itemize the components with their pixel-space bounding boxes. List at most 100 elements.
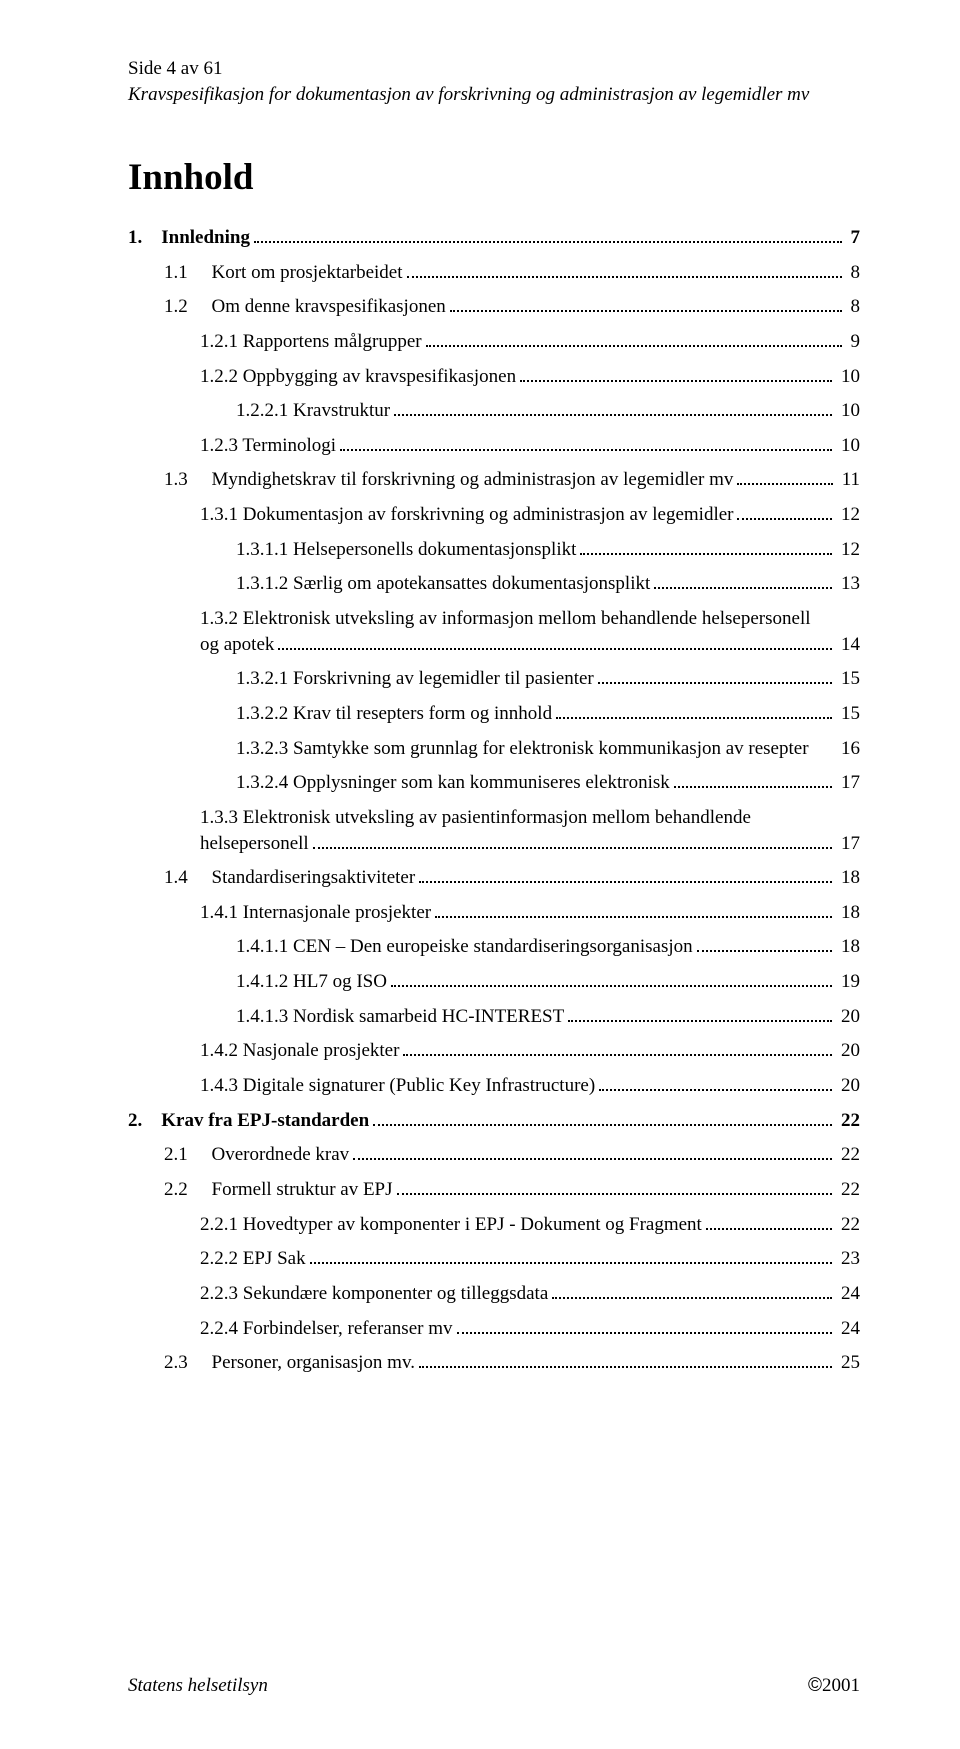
toc-entry-label: 1.2.1 Rapportens målgrupper	[200, 329, 422, 355]
footer-organization: Statens helsetilsyn	[128, 1675, 268, 1697]
toc-entry-label: 1.4 Standardiseringsaktiviteter	[164, 865, 415, 891]
toc-entry-label: 1.4.1.1 CEN – Den europeiske standardise…	[236, 934, 693, 960]
toc-entry-page: 22	[836, 1177, 860, 1203]
toc-leader-dots	[403, 1054, 832, 1056]
toc-entry-page: 9	[846, 329, 860, 355]
toc-entry: 2.1 Overordnede krav 22	[128, 1142, 860, 1168]
toc-entry-label-cont: og apotek	[200, 632, 274, 658]
toc-leader-dots	[737, 483, 833, 485]
toc-entry: 2.2.2 EPJ Sak 23	[128, 1246, 860, 1272]
toc-entry-label: 1.2.2 Oppbygging av kravspesifikasjonen	[200, 364, 516, 390]
toc-entry-page: 12	[836, 537, 860, 563]
toc-entry-page: 17	[836, 770, 860, 796]
toc-leader-dots	[599, 1089, 832, 1091]
toc-entry: 1.3.2.4 Opplysninger som kan kommunisere…	[128, 770, 860, 796]
toc-leader-dots	[568, 1020, 832, 1022]
toc-leader-dots	[394, 414, 832, 416]
toc-entry-page: 10	[836, 433, 860, 459]
toc-entry-page: 22	[836, 1108, 860, 1134]
toc-entry-label: 1.4.1.2 HL7 og ISO	[236, 969, 387, 995]
toc-entry-label: 1.3.2.1 Forskrivning av legemidler til p…	[236, 666, 594, 692]
toc-entry-label: 1.3.3 Elektronisk utveksling av pasienti…	[200, 805, 860, 831]
toc-entry-label: 2.3 Personer, organisasjon mv.	[164, 1350, 415, 1376]
toc-leader-dots	[598, 682, 832, 684]
toc-entry-page: 7	[846, 225, 860, 251]
table-of-contents: 1. Innledning 7 1.1 Kort om prosjektarbei…	[128, 225, 860, 1376]
toc-leader-dots	[310, 1262, 833, 1264]
toc-entry-label: 1.3.1.1 Helsepersonells dokumentasjonspl…	[236, 537, 576, 563]
toc-entry-page: 22	[836, 1212, 860, 1238]
toc-entry-label: 1.2 Om denne kravspesifikasjonen	[164, 294, 446, 320]
toc-entry-label: 2.2.1 Hovedtyper av komponenter i EPJ - …	[200, 1212, 702, 1238]
toc-entry: 1.4.2 Nasjonale prosjekter 20	[128, 1038, 860, 1064]
toc-entry: 2.2.1 Hovedtyper av komponenter i EPJ - …	[128, 1212, 860, 1238]
toc-entry-page: 19	[836, 969, 860, 995]
toc-leader-dots	[407, 276, 842, 278]
toc-entry-page: 24	[836, 1316, 860, 1342]
toc-entry-label: 2.2.2 EPJ Sak	[200, 1246, 306, 1272]
toc-leader-dots	[419, 1366, 832, 1368]
toc-leader-dots	[520, 380, 832, 382]
toc-entry-page: 13	[836, 571, 860, 597]
toc-entry: 1.3.1 Dokumentasjon av forskrivning og a…	[128, 502, 860, 528]
toc-leader-dots	[674, 786, 832, 788]
toc-entry-label: 1.4.1.3 Nordisk samarbeid HC-INTEREST	[236, 1004, 564, 1030]
toc-leader-dots	[435, 916, 832, 918]
toc-entry-label: 1.3.1 Dokumentasjon av forskrivning og a…	[200, 502, 733, 528]
toc-entry-label: 2.2.3 Sekundære komponenter og tilleggsd…	[200, 1281, 548, 1307]
toc-entry: 1.3.2.1 Forskrivning av legemidler til p…	[128, 666, 860, 692]
toc-entry-label: 1.3 Myndighetskrav til forskrivning og a…	[164, 467, 733, 493]
toc-entry-page: 15	[836, 701, 860, 727]
toc-entry: 2.2.4 Forbindelser, referanser mv 24	[128, 1316, 860, 1342]
toc-entry: 1.4.1.3 Nordisk samarbeid HC-INTEREST 20	[128, 1004, 860, 1030]
toc-leader-dots	[580, 553, 832, 555]
toc-entry-page: 17	[836, 831, 860, 857]
document-page: Side 4 av 61 Kravspesifikasjon for dokum…	[0, 0, 960, 1749]
toc-entry-page: 8	[846, 260, 860, 286]
toc-entry: 1.2.3 Terminologi 10	[128, 433, 860, 459]
toc-leader-dots	[426, 345, 842, 347]
toc-entry: 1.2 Om denne kravspesifikasjonen 8	[128, 294, 860, 320]
toc-leader-dots	[397, 1193, 833, 1195]
document-subtitle: Kravspesifikasjon for dokumentasjon av f…	[128, 84, 860, 106]
toc-leader-dots	[654, 587, 832, 589]
toc-entry: 1.4.1.2 HL7 og ISO 19	[128, 969, 860, 995]
toc-entry: 1.4.3 Digitale signaturer (Public Key In…	[128, 1073, 860, 1099]
toc-entry-label: 2.1 Overordnede krav	[164, 1142, 349, 1168]
toc-entry-page: 16	[836, 736, 860, 762]
toc-entry-label: 1.4.2 Nasjonale prosjekter	[200, 1038, 399, 1064]
toc-entry: 1.3.1.1 Helsepersonells dokumentasjonspl…	[128, 537, 860, 563]
toc-entry-page: 18	[836, 865, 860, 891]
toc-entry-page: 10	[836, 364, 860, 390]
toc-entry-page: 15	[836, 666, 860, 692]
toc-entry: 1.2.2 Oppbygging av kravspesifikasjonen …	[128, 364, 860, 390]
toc-leader-dots	[706, 1228, 832, 1230]
toc-entry-page: 10	[836, 398, 860, 424]
toc-entry-page: 8	[846, 294, 860, 320]
toc-leader-dots	[373, 1124, 832, 1126]
toc-entry: 1. Innledning 7	[128, 225, 860, 251]
toc-entry: 2. Krav fra EPJ-standarden 22	[128, 1108, 860, 1134]
toc-entry-label: 1.3.2 Elektronisk utveksling av informas…	[200, 606, 860, 632]
toc-entry-page: 22	[836, 1142, 860, 1168]
toc-leader-dots	[391, 985, 832, 987]
toc-entry-label: 2.2.4 Forbindelser, referanser mv	[200, 1316, 453, 1342]
toc-entry: 1.3 Myndighetskrav til forskrivning og a…	[128, 467, 860, 493]
page-footer: Statens helsetilsyn ©2001	[128, 1675, 860, 1697]
toc-entry: 2.3 Personer, organisasjon mv. 25	[128, 1350, 860, 1376]
toc-entry: 1.3.1.2 Særlig om apotekansattes dokumen…	[128, 571, 860, 597]
toc-entry-page: 11	[837, 467, 860, 493]
toc-entry: 1.3.2.3 Samtykke som grunnlag for elektr…	[128, 736, 860, 762]
toc-entry-label-cont: helsepersonell	[200, 831, 309, 857]
toc-entry: 1.1 Kort om prosjektarbeidet 8	[128, 260, 860, 286]
toc-leader-dots	[254, 241, 842, 243]
toc-entry-page: 18	[836, 900, 860, 926]
toc-entry-label: 2.2 Formell struktur av EPJ	[164, 1177, 393, 1203]
toc-leader-dots	[340, 449, 832, 451]
toc-leader-dots	[552, 1297, 832, 1299]
toc-entry: 1.2.2.1 Kravstruktur 10	[128, 398, 860, 424]
toc-title: Innhold	[128, 156, 860, 199]
toc-leader-dots	[697, 950, 833, 952]
toc-leader-dots	[556, 717, 832, 719]
toc-entry: 1.2.1 Rapportens målgrupper 9	[128, 329, 860, 355]
